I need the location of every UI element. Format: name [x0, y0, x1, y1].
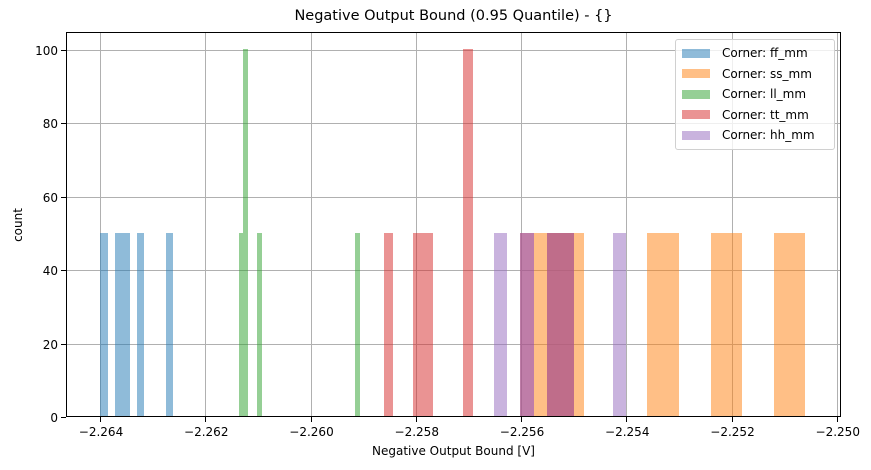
- legend-label: Corner: ll_mm: [722, 87, 807, 102]
- x-tick-mark: [310, 417, 312, 422]
- histogram-bar-ff-mm: [137, 232, 144, 416]
- x-tick-mark: [521, 417, 522, 422]
- x-tick-label: −2.260: [289, 425, 334, 439]
- legend-label: Corner: tt_mm: [722, 107, 809, 122]
- x-gridline: [521, 33, 522, 416]
- y-gridline: [67, 123, 840, 125]
- y-gridline: [67, 343, 840, 345]
- y-tick-mark: [61, 270, 66, 272]
- x-tick-label: −2.250: [815, 425, 860, 439]
- y-gridline: [67, 50, 840, 51]
- y-gridline: [67, 270, 840, 272]
- legend-item-tt-mm: Corner: tt_mm: [682, 105, 828, 126]
- legend-item-ll-mm: Corner: ll_mm: [682, 84, 828, 105]
- x-tick-mark: [626, 417, 628, 422]
- legend-item-ss-mm: Corner: ss_mm: [682, 64, 828, 85]
- x-tick-mark: [836, 417, 838, 422]
- y-axis-label: count: [11, 208, 25, 242]
- legend-swatch: [682, 89, 710, 99]
- histogram-bar-ff-mm: [115, 232, 130, 416]
- y-tick-mark: [61, 196, 66, 198]
- x-gridline: [310, 33, 312, 416]
- histogram-bar-ff-mm: [100, 232, 108, 416]
- x-tick-label: −2.252: [710, 425, 755, 439]
- x-tick-label: −2.254: [605, 425, 650, 439]
- x-tick-mark: [731, 417, 733, 422]
- histogram-bar-ss-mm: [711, 232, 742, 416]
- x-tick-label: −2.262: [184, 425, 229, 439]
- histogram-bar-ff-mm: [166, 232, 173, 416]
- y-tick-mark: [61, 343, 66, 345]
- plot-area: [66, 32, 841, 417]
- histogram-bar-tt-mm: [413, 232, 433, 416]
- y-tick-label: 100: [35, 44, 58, 58]
- x-tick-label: −2.264: [78, 425, 124, 439]
- histogram-bar-ll-mm: [355, 232, 360, 416]
- legend-swatch: [682, 130, 710, 140]
- legend-label: Corner: ss_mm: [722, 66, 812, 81]
- x-gridline: [415, 33, 417, 416]
- y-gridline: [67, 196, 840, 198]
- legend-item-hh-mm: Corner: hh_mm: [682, 125, 828, 146]
- legend-label: Corner: hh_mm: [722, 128, 815, 143]
- legend-swatch: [682, 48, 710, 58]
- histogram-bar-ll-mm: [243, 49, 248, 416]
- legend-swatch: [682, 69, 710, 79]
- x-gridline: [836, 33, 838, 416]
- y-tick-mark: [61, 50, 66, 51]
- y-tick-mark: [61, 417, 66, 418]
- y-tick-label: 0: [50, 411, 58, 425]
- x-gridline: [100, 33, 101, 416]
- histogram-bar-tt-mm: [463, 49, 473, 416]
- histogram-bar-ll-mm: [257, 232, 262, 416]
- y-tick-mark: [61, 123, 66, 125]
- y-tick-label: 60: [42, 190, 58, 205]
- histogram-bar-hh-mm: [494, 232, 507, 416]
- x-tick-mark: [100, 417, 101, 422]
- x-gridline: [626, 33, 628, 416]
- legend-swatch: [682, 110, 710, 120]
- legend-label: Corner: ff_mm: [722, 46, 808, 61]
- y-tick-label: 20: [42, 337, 58, 352]
- x-gridline: [731, 33, 733, 416]
- x-tick-label: −2.256: [499, 425, 545, 439]
- x-tick-label: −2.258: [394, 425, 439, 439]
- histogram-bar-hh-mm: [520, 232, 534, 416]
- histogram-bar-tt-mm: [384, 232, 393, 416]
- x-axis-label: Negative Output Bound [V]: [372, 444, 535, 458]
- x-gridline: [205, 33, 207, 416]
- y-tick-label: 80: [42, 117, 58, 132]
- histogram-bar-ss-mm: [774, 232, 805, 416]
- x-tick-mark: [415, 417, 417, 422]
- histogram-bar-ll-mm: [239, 232, 243, 416]
- histogram-bar-hh-mm: [547, 232, 574, 416]
- legend: Corner: ff_mm Corner: ss_mm Corner: ll_mm C…: [675, 39, 835, 150]
- legend-item-ff-mm: Corner: ff_mm: [682, 43, 828, 64]
- histogram-bar-hh-mm: [613, 232, 626, 416]
- histogram-bar-ss-mm: [647, 232, 679, 416]
- y-tick-label: 40: [42, 264, 58, 279]
- x-tick-mark: [205, 417, 207, 422]
- chart-title: Negative Output Bound (0.95 Quantile) - …: [294, 8, 613, 24]
